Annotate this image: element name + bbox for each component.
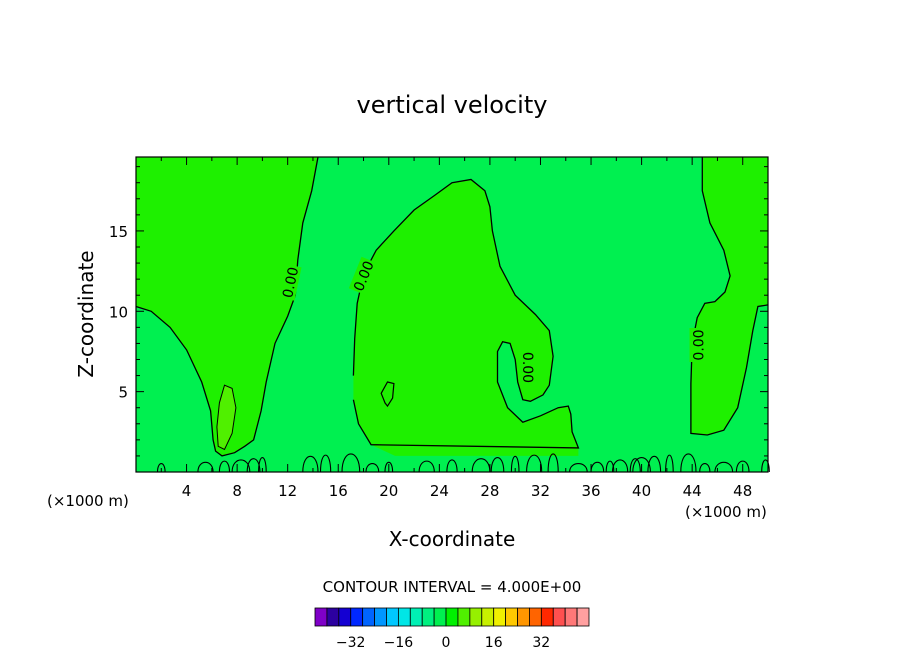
- y-tick-label: 10: [109, 303, 128, 321]
- surface-contour-loop: [156, 463, 166, 473]
- surface-contour-loop: [510, 455, 520, 473]
- colorbar-swatch: [314, 607, 328, 627]
- surface-contour-loop: [761, 459, 770, 473]
- x-unit-left: (×1000 m): [47, 492, 129, 510]
- contour-label: 0.00: [519, 350, 537, 385]
- y-tick-label: 5: [118, 384, 128, 402]
- colorbar-tick-label: −32: [336, 635, 366, 651]
- x-tick-label: 20: [379, 482, 398, 500]
- colorbar-swatch: [576, 607, 590, 627]
- colorbar-swatch: [386, 607, 399, 627]
- colorbar-swatch: [350, 607, 364, 627]
- surface-contour-loop: [319, 454, 332, 473]
- y-tick-label: 15: [109, 223, 128, 241]
- colorbar-swatch: [433, 607, 447, 627]
- surface-contour-loop: [714, 461, 734, 473]
- surface-contour-loop: [197, 461, 214, 473]
- surface-contour-loop: [246, 458, 261, 473]
- contour-line-small: [380, 381, 395, 408]
- surface-contour-loop: [735, 460, 750, 473]
- positive-region-center: [353, 179, 579, 456]
- x-tick-label: 24: [430, 482, 449, 500]
- surface-contour-loop: [302, 455, 319, 473]
- x-tick-label: 28: [480, 482, 499, 500]
- plot-frame: [135, 156, 769, 473]
- surface-contour-loop: [490, 456, 505, 473]
- x-tick-label: 44: [683, 482, 702, 500]
- surface-contour-loop: [526, 454, 543, 473]
- contour-label-text: 0.00: [519, 352, 535, 383]
- surface-contour-loop: [699, 463, 711, 473]
- contour-label-text: 0.00: [692, 329, 708, 360]
- surface-contour-loop: [384, 461, 394, 473]
- x-tick-label: 16: [329, 482, 348, 500]
- colorbar-swatch: [493, 607, 507, 627]
- surface-contour-loop: [569, 463, 588, 473]
- plot-area: 0.00 0.000.000.00: [135, 156, 770, 473]
- colorbar-swatch: [529, 607, 542, 627]
- colorbar: [314, 607, 590, 627]
- colorbar-swatch: [338, 607, 352, 627]
- surface-contour-loop: [258, 456, 267, 473]
- surface-contour-loop: [680, 453, 697, 473]
- contour-line-zero: [352, 178, 580, 449]
- colorbar-swatch: [445, 607, 459, 627]
- colorbar-swatch: [397, 607, 411, 627]
- colorbar-swatch: [457, 607, 471, 627]
- surface-contour-loop: [611, 459, 629, 473]
- surface-contour-loop: [605, 460, 615, 473]
- surface-contour-loop: [218, 460, 231, 473]
- x-tick-label: 36: [581, 482, 600, 500]
- y-axis-label: Z-coordinate: [74, 250, 98, 377]
- contour-label-text: 0.00: [280, 266, 302, 300]
- colorbar-swatch: [564, 607, 578, 627]
- colorbar-tick-label: 0: [442, 635, 451, 651]
- surface-contour-loop: [471, 458, 491, 473]
- x-unit-right: (×1000 m): [685, 503, 767, 521]
- colorbar-swatch: [326, 607, 340, 627]
- positive-region-left: [136, 157, 318, 456]
- x-tick-label: 32: [531, 482, 550, 500]
- colorbar-swatch: [481, 607, 495, 627]
- surface-contour-loop: [665, 454, 674, 473]
- colorbar-swatch: [552, 607, 566, 627]
- surface-contour-loop: [365, 463, 380, 473]
- colorbar-swatch: [469, 607, 483, 627]
- positive-region-right: [690, 157, 768, 435]
- surface-contour-loop: [231, 459, 251, 473]
- colorbar-swatch: [540, 607, 554, 627]
- contour-label: 0.00: [277, 263, 302, 301]
- contour-label: 0.00: [689, 328, 708, 362]
- surface-contour-loop: [341, 453, 361, 473]
- colorbar-tick-label: 32: [532, 635, 550, 651]
- contour-interval-text: CONTOUR INTERVAL = 4.000E+00: [323, 578, 582, 596]
- colorbar-swatch: [505, 607, 518, 627]
- surface-contour-loop: [446, 459, 458, 473]
- x-tick-label: 48: [733, 482, 752, 500]
- x-tick-label: 12: [278, 482, 297, 500]
- colorbar-swatch: [421, 607, 435, 627]
- colorbar-swatch: [374, 607, 387, 627]
- surface-contour-loop: [629, 458, 641, 473]
- colorbar-tick-label: −16: [384, 635, 414, 651]
- x-axis-label: X-coordinate: [389, 527, 516, 551]
- colorbar-tick-label: 16: [485, 635, 503, 651]
- colorbar-swatch: [362, 607, 375, 627]
- positive-core-region: [216, 384, 237, 451]
- x-tick-label: 8: [232, 482, 242, 500]
- surface-contour-loop: [418, 460, 435, 473]
- colorbar-swatch: [409, 607, 423, 627]
- colorbar-swatch: [517, 607, 530, 627]
- surface-contour-loop: [547, 453, 559, 473]
- x-tick-label: 4: [182, 482, 192, 500]
- chart-title: vertical velocity: [357, 91, 548, 119]
- surface-contour-loop: [647, 455, 662, 473]
- x-tick-label: 40: [632, 482, 651, 500]
- surface-contour-loop: [632, 456, 651, 473]
